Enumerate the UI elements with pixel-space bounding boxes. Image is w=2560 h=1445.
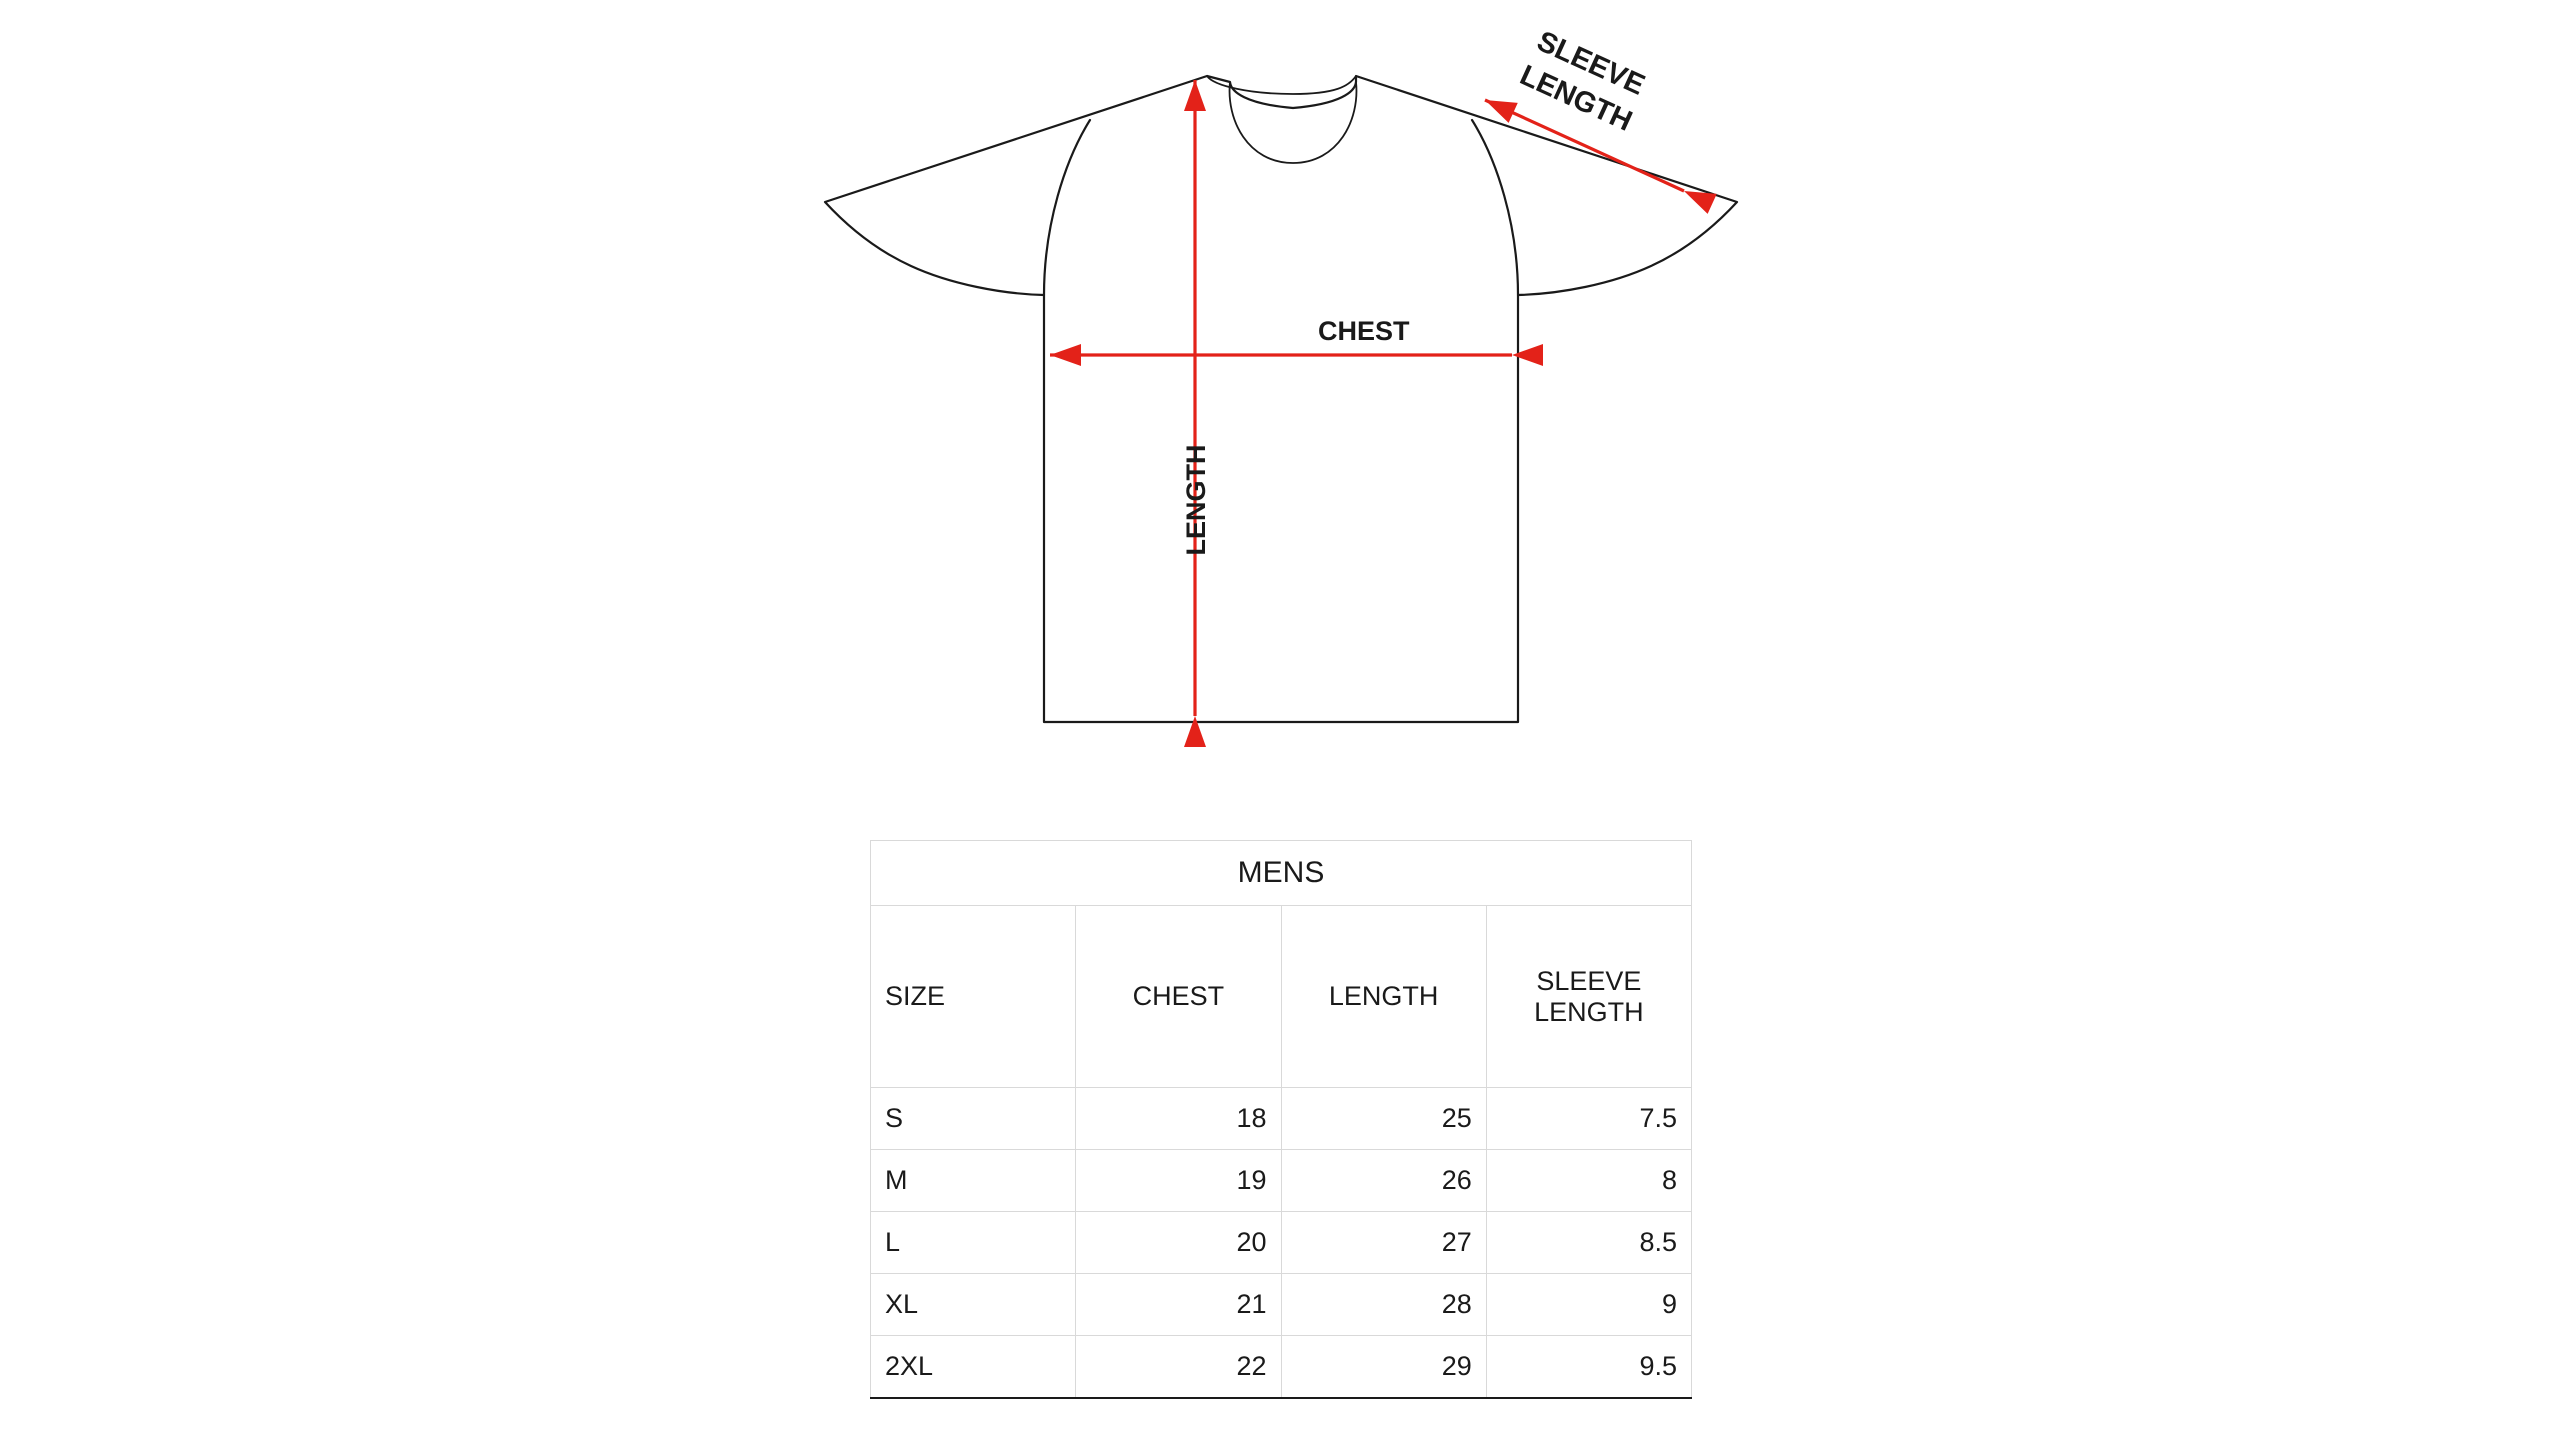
- svg-text:CHEST: CHEST: [1318, 316, 1410, 346]
- svg-text:LENGTH: LENGTH: [1181, 445, 1211, 556]
